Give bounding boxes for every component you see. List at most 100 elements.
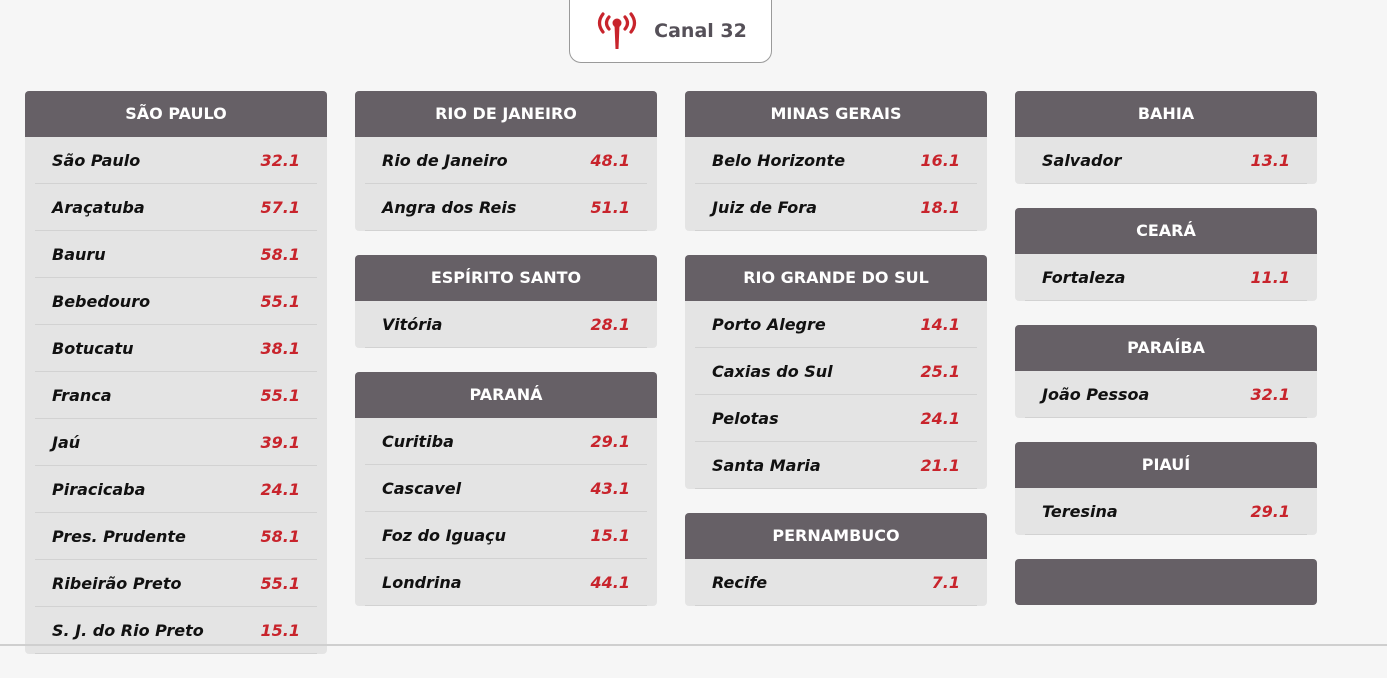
- channel-number: 32.1: [1250, 384, 1290, 404]
- channel-tab: Canal 32: [569, 0, 772, 63]
- city-name: Santa Maria: [712, 455, 821, 475]
- city-name: Londrina: [382, 572, 462, 592]
- city-row: Bauru 58.1: [35, 231, 317, 278]
- city-name: Araçatuba: [52, 197, 145, 217]
- channel-number: 21.1: [920, 455, 960, 475]
- city-row: Recife 7.1: [695, 559, 977, 606]
- channel-number: 24.1: [260, 479, 300, 499]
- city-row: Belo Horizonte 16.1: [695, 137, 977, 184]
- city-name: Bebedouro: [52, 291, 151, 311]
- city-name: Foz do Iguaçu: [382, 525, 507, 545]
- state-header: [1015, 559, 1317, 605]
- channel-number: 43.1: [590, 478, 630, 498]
- channel-number: 15.1: [260, 620, 300, 640]
- city-name: Angra dos Reis: [382, 197, 517, 217]
- city-name: Belo Horizonte: [712, 150, 846, 170]
- city-name: Fortaleza: [1042, 267, 1126, 287]
- channel-title: Canal 32: [654, 20, 747, 42]
- city-row: Rio de Janeiro 48.1: [365, 137, 647, 184]
- state-header: SÃO PAULO: [25, 91, 327, 137]
- city-name: Vitória: [382, 314, 443, 334]
- city-row: Londrina 44.1: [365, 559, 647, 606]
- channel-number: 32.1: [260, 150, 300, 170]
- city-row: Santa Maria 21.1: [695, 442, 977, 489]
- city-row: S. J. do Rio Preto 15.1: [35, 607, 317, 654]
- city-row: Juiz de Fora 18.1: [695, 184, 977, 231]
- channel-number: 55.1: [260, 573, 300, 593]
- city-name: Botucatu: [52, 338, 134, 358]
- city-row: Pelotas 24.1: [695, 395, 977, 442]
- city-row: Angra dos Reis 51.1: [365, 184, 647, 231]
- state-header: PARANÁ: [355, 372, 657, 418]
- channel-number: 55.1: [260, 291, 300, 311]
- city-row: Teresina 29.1: [1025, 488, 1307, 535]
- state-header: PERNAMBUCO: [685, 513, 987, 559]
- state-card: CEARÁ Fortaleza 11.1: [1015, 208, 1317, 301]
- state-header: RIO DE JANEIRO: [355, 91, 657, 137]
- city-row: Pres. Prudente 58.1: [35, 513, 317, 560]
- city-name: Piracicaba: [52, 479, 146, 499]
- channel-number: 11.1: [1250, 267, 1290, 287]
- state-header: PIAUÍ: [1015, 442, 1317, 488]
- state-card: PIAUÍ Teresina 29.1: [1015, 442, 1317, 535]
- city-row: Franca 55.1: [35, 372, 317, 419]
- channel-number: 16.1: [920, 150, 960, 170]
- city-row: Ribeirão Preto 55.1: [35, 560, 317, 607]
- channel-number: 13.1: [1250, 150, 1290, 170]
- city-row: Salvador 13.1: [1025, 137, 1307, 184]
- city-row: Bebedouro 55.1: [35, 278, 317, 325]
- broadcast-antenna-icon: [598, 12, 637, 49]
- channel-number: 58.1: [260, 526, 300, 546]
- channel-number: 51.1: [590, 197, 630, 217]
- city-name: Recife: [712, 572, 768, 592]
- channel-number: 38.1: [260, 338, 300, 358]
- state-card: RIO GRANDE DO SUL Porto Alegre 14.1 Caxias …: [685, 255, 987, 489]
- channel-number: 18.1: [920, 197, 960, 217]
- state-card: RIO DE JANEIRO Rio de Janeiro 48.1 Angra do…: [355, 91, 657, 231]
- state-card: SÃO PAULO São Paulo 32.1 Araçatuba 57.1 Bauru…: [25, 91, 327, 654]
- channel-number: 55.1: [260, 385, 300, 405]
- city-name: Pelotas: [712, 408, 779, 428]
- channel-number: 58.1: [260, 244, 300, 264]
- city-name: Ribeirão Preto: [52, 573, 182, 593]
- state-header: MINAS GERAIS: [685, 91, 987, 137]
- channel-number: 39.1: [260, 432, 300, 452]
- channel-number: 28.1: [590, 314, 630, 334]
- city-row: Porto Alegre 14.1: [695, 301, 977, 348]
- states-column-4: BAHIA Salvador 13.1 CEARÁ Fortaleza 11.1 PARAÍ…: [1015, 91, 1317, 629]
- state-card: PARAÍBA João Pessoa 32.1: [1015, 325, 1317, 418]
- states-column-1: SÃO PAULO São Paulo 32.1 Araçatuba 57.1 Bauru…: [25, 91, 327, 678]
- channel-number: 25.1: [920, 361, 960, 381]
- city-row: Piracicaba 24.1: [35, 466, 317, 513]
- channel-number: 15.1: [590, 525, 630, 545]
- city-name: Salvador: [1042, 150, 1122, 170]
- state-card: PERNAMBUCO Recife 7.1: [685, 513, 987, 606]
- states-column-3: MINAS GERAIS Belo Horizonte 16.1 Juiz de Fo…: [685, 91, 987, 630]
- city-name: Teresina: [1042, 501, 1118, 521]
- city-name: Juiz de Fora: [712, 197, 817, 217]
- channel-number: 24.1: [920, 408, 960, 428]
- state-card: ESPÍRITO SANTO Vitória 28.1: [355, 255, 657, 348]
- city-row: Araçatuba 57.1: [35, 184, 317, 231]
- state-card: PARANÁ Curitiba 29.1 Cascavel 43.1 Foz do Igu…: [355, 372, 657, 606]
- city-row: Fortaleza 11.1: [1025, 254, 1307, 301]
- channel-number: 29.1: [590, 431, 630, 451]
- city-row: Vitória 28.1: [365, 301, 647, 348]
- channel-number: 14.1: [920, 314, 960, 334]
- city-name: Franca: [52, 385, 112, 405]
- state-card: [1015, 559, 1317, 605]
- state-header: RIO GRANDE DO SUL: [685, 255, 987, 301]
- city-name: São Paulo: [52, 150, 141, 170]
- city-row: Caxias do Sul 25.1: [695, 348, 977, 395]
- city-name: Cascavel: [382, 478, 462, 498]
- city-row: Botucatu 38.1: [35, 325, 317, 372]
- city-name: Porto Alegre: [712, 314, 826, 334]
- city-name: Caxias do Sul: [712, 361, 833, 381]
- state-card: MINAS GERAIS Belo Horizonte 16.1 Juiz de Fo…: [685, 91, 987, 231]
- city-row: João Pessoa 32.1: [1025, 371, 1307, 418]
- city-row: Curitiba 29.1: [365, 418, 647, 465]
- city-name: Pres. Prudente: [52, 526, 186, 546]
- channel-number: 7.1: [931, 572, 960, 592]
- city-name: João Pessoa: [1042, 384, 1150, 404]
- channel-number: 57.1: [260, 197, 300, 217]
